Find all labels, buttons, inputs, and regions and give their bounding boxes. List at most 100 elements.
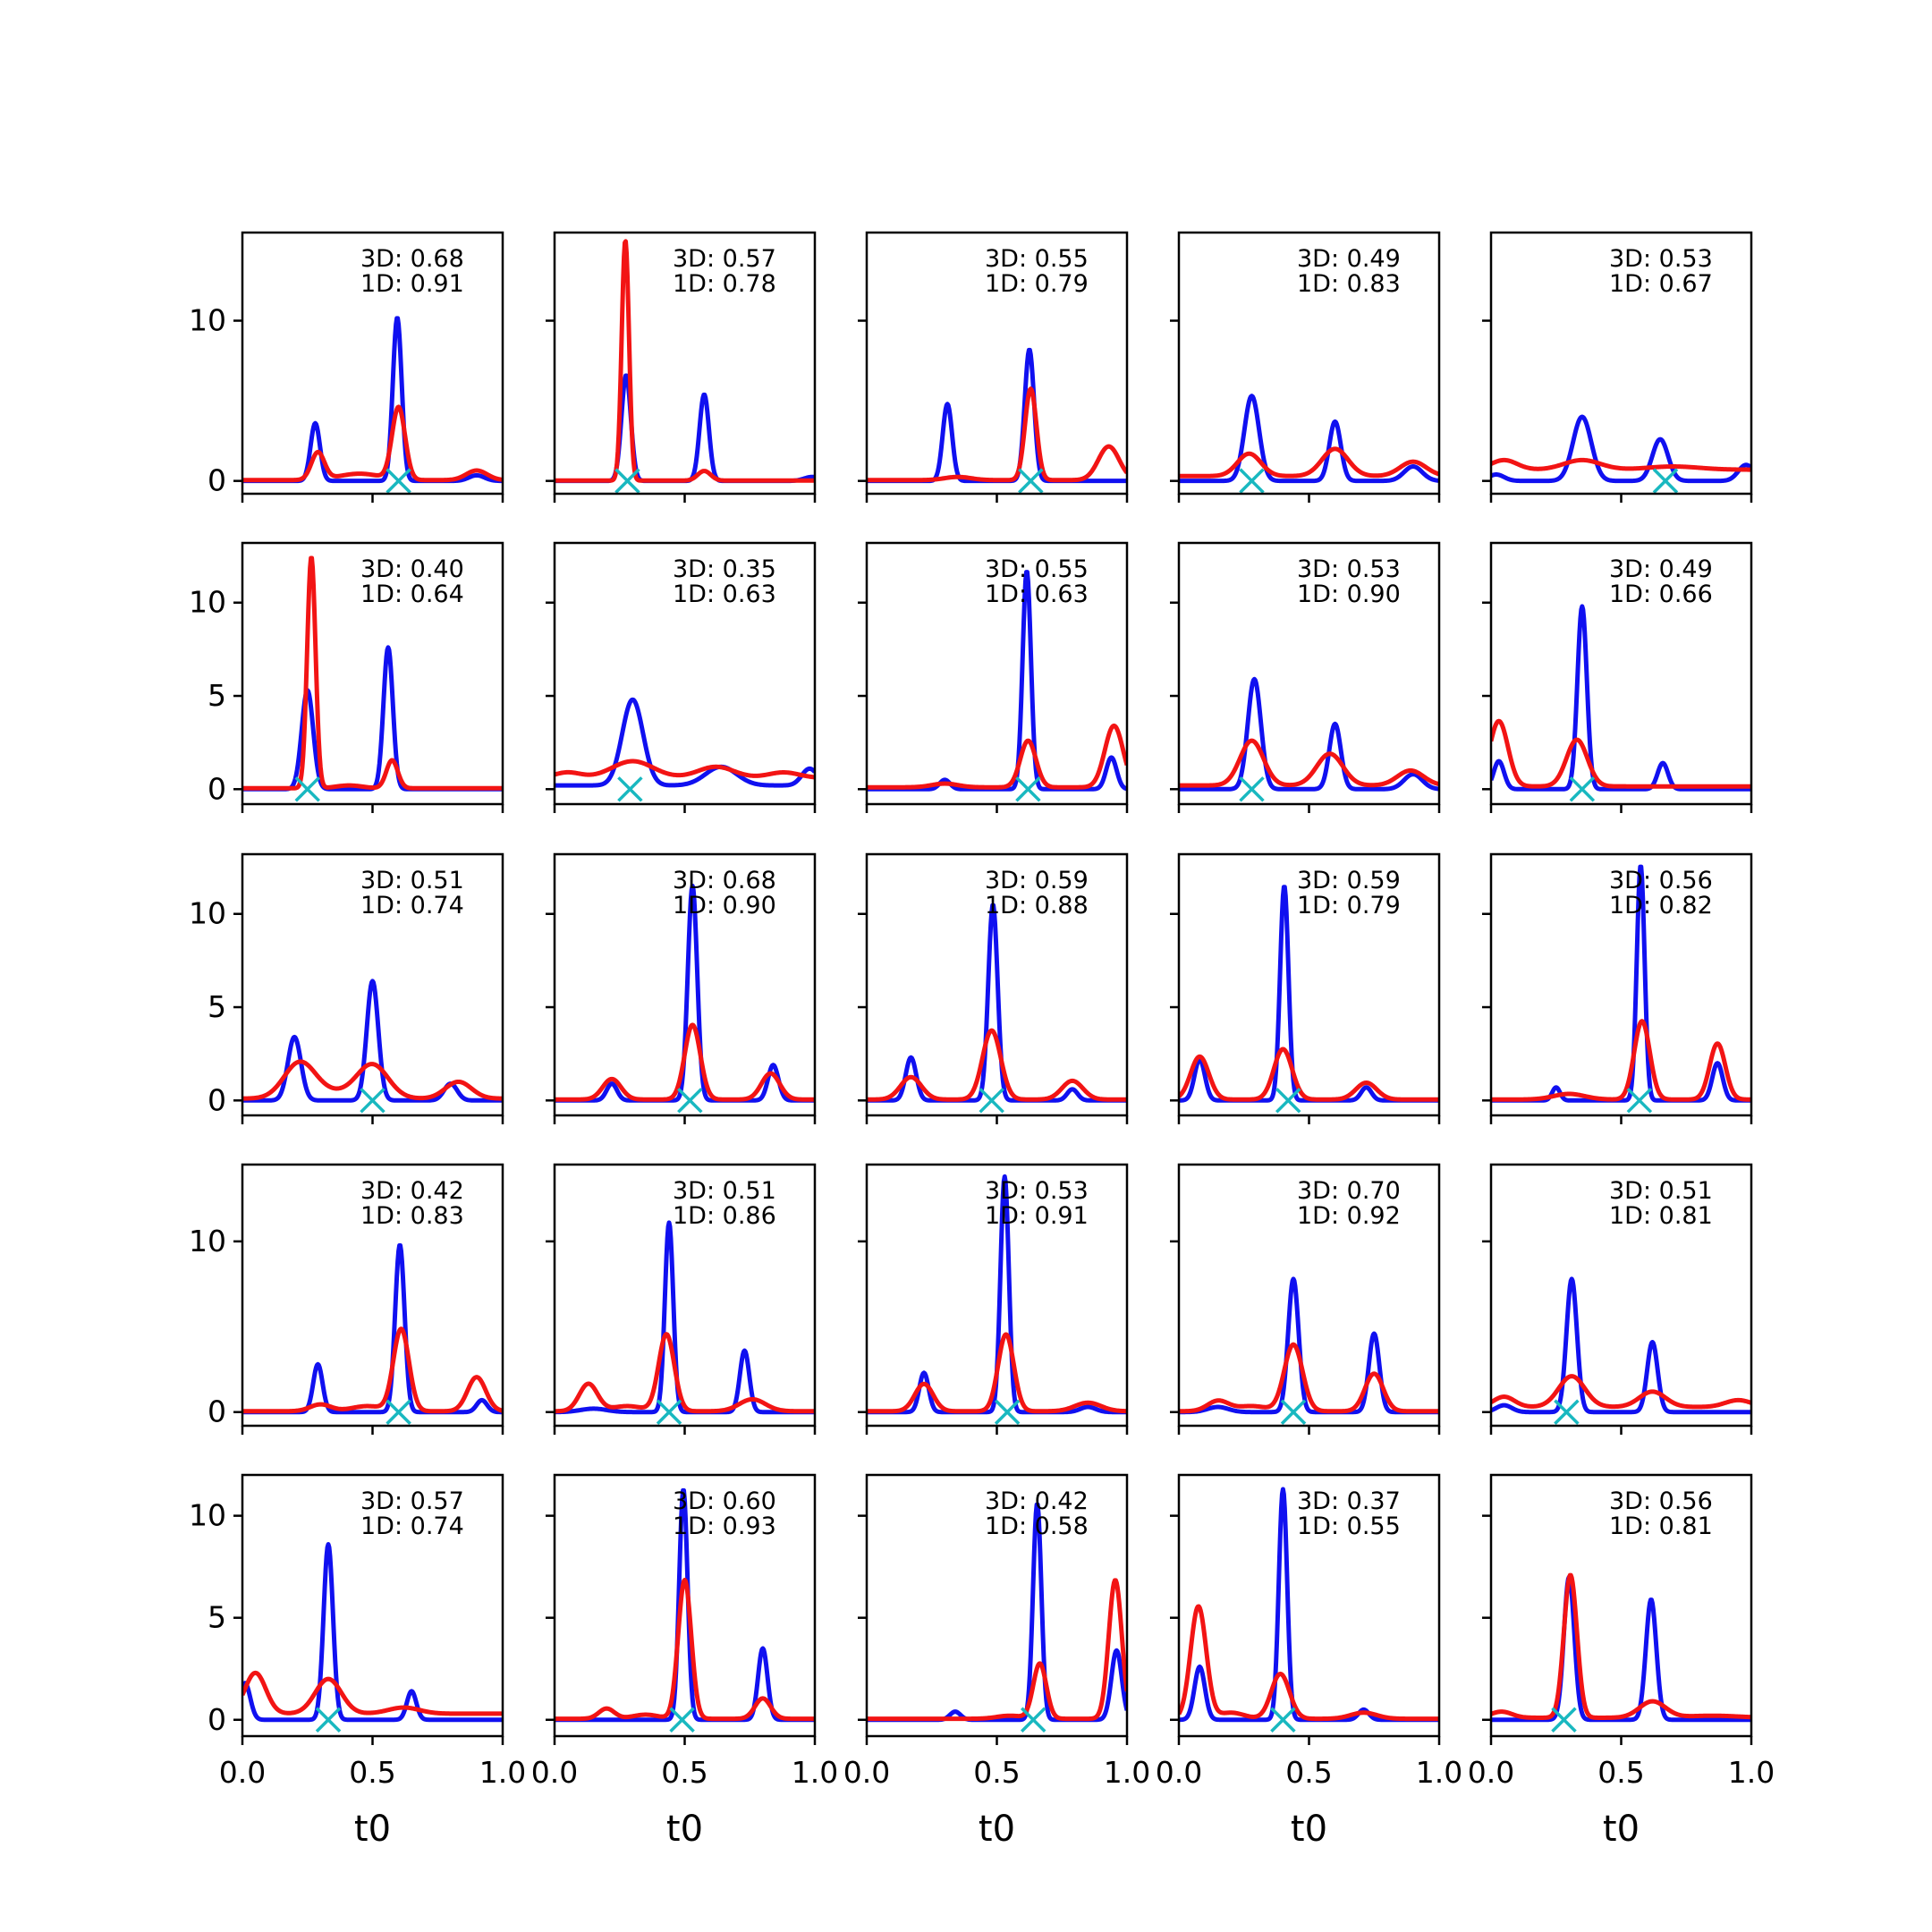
- score-annotation: 1D: 0.82: [1609, 892, 1713, 919]
- x-marker-stroke: [656, 1399, 682, 1425]
- y-tick-label: 10: [189, 1498, 226, 1533]
- score-annotation: 3D: 0.60: [673, 1487, 776, 1515]
- x-tick-label: 0.5: [1285, 1755, 1332, 1790]
- score-annotation: 1D: 0.88: [985, 892, 1089, 919]
- score-annotation: 1D: 0.92: [1297, 1202, 1401, 1230]
- x-marker: [1280, 1399, 1307, 1425]
- score-annotation: 3D: 0.56: [1609, 867, 1713, 894]
- score-annotation: 3D: 0.49: [1297, 245, 1401, 273]
- red-series-line: [555, 1022, 815, 1102]
- x-marker: [315, 1707, 342, 1733]
- y-tick-label: 10: [189, 896, 226, 931]
- red-series-line: [1179, 1046, 1439, 1102]
- red-series-line: [1491, 1374, 1751, 1410]
- x-tick-label: 1.0: [479, 1755, 526, 1790]
- red-series-line: [555, 758, 815, 780]
- score-annotation: 1D: 0.67: [1609, 270, 1713, 298]
- x-marker-stroke: [386, 468, 411, 494]
- x-tick-label: 0.5: [349, 1755, 395, 1790]
- x-tick-label: 0.0: [1468, 1755, 1514, 1790]
- blue-series-line: [1491, 604, 1751, 792]
- y-tick-label: 10: [189, 1224, 226, 1258]
- red-series-line: [1491, 457, 1751, 472]
- x-marker-stroke: [1270, 1707, 1296, 1733]
- score-annotation: 1D: 0.83: [1297, 270, 1401, 298]
- x-axis-label: t0: [354, 1809, 391, 1850]
- score-annotation: 1D: 0.91: [985, 1202, 1089, 1230]
- red-series-line: [867, 386, 1127, 483]
- x-tick-label: 1.0: [1728, 1755, 1775, 1790]
- x-marker-stroke: [669, 1707, 695, 1733]
- y-tick-label: 5: [208, 1600, 226, 1635]
- red-series-line: [867, 723, 1127, 790]
- score-annotation: 1D: 0.93: [673, 1513, 776, 1540]
- x-marker-stroke: [386, 1399, 411, 1425]
- x-axis-label: t0: [666, 1809, 703, 1850]
- x-marker-stroke: [294, 776, 320, 802]
- x-tick-label: 1.0: [1104, 1755, 1150, 1790]
- score-annotation: 1D: 0.90: [673, 892, 776, 919]
- score-annotation: 1D: 0.83: [360, 1202, 464, 1230]
- score-annotation: 3D: 0.51: [360, 867, 464, 894]
- y-tick-label: 0: [208, 1394, 226, 1429]
- score-annotation: 3D: 0.40: [360, 555, 464, 583]
- score-annotation: 3D: 0.57: [360, 1487, 464, 1515]
- score-annotation: 1D: 0.81: [1609, 1513, 1713, 1540]
- x-marker-stroke: [979, 1088, 1004, 1114]
- y-tick-label: 0: [208, 1082, 226, 1117]
- score-annotation: 3D: 0.68: [673, 867, 776, 894]
- blue-series-line: [1179, 1276, 1439, 1415]
- x-axis-label: t0: [979, 1809, 1015, 1850]
- x-marker-stroke: [1652, 468, 1679, 494]
- x-marker-stroke: [617, 776, 643, 802]
- red-series-line: [1179, 1604, 1439, 1722]
- score-annotation: 1D: 0.58: [985, 1513, 1089, 1540]
- x-marker-stroke: [1551, 1707, 1577, 1733]
- x-tick-label: 1.0: [1416, 1755, 1462, 1790]
- blue-series-line: [1491, 414, 1751, 484]
- x-axis-label: t0: [1603, 1809, 1640, 1850]
- x-marker-stroke: [315, 1707, 342, 1733]
- y-tick-label: 10: [189, 585, 226, 620]
- score-annotation: 1D: 0.79: [985, 270, 1089, 298]
- red-series-line: [867, 1028, 1127, 1102]
- score-annotation: 3D: 0.55: [985, 245, 1089, 273]
- red-series-line: [242, 1059, 503, 1101]
- score-annotation: 1D: 0.90: [1297, 580, 1401, 608]
- red-series-line: [555, 239, 815, 483]
- x-marker: [1551, 1707, 1577, 1733]
- score-annotation: 1D: 0.91: [360, 270, 464, 298]
- x-tick-label: 0.5: [973, 1755, 1020, 1790]
- x-marker-stroke: [1569, 776, 1596, 802]
- x-marker-stroke: [1554, 1399, 1580, 1425]
- x-marker-stroke: [1239, 468, 1265, 494]
- red-series-line: [1491, 718, 1751, 789]
- score-annotation: 3D: 0.59: [985, 867, 1089, 894]
- score-annotation: 1D: 0.78: [673, 270, 776, 298]
- blue-series-line: [1179, 676, 1439, 792]
- x-marker: [656, 1399, 682, 1425]
- y-tick-label: 10: [189, 303, 226, 338]
- score-annotation: 3D: 0.53: [1297, 555, 1401, 583]
- score-annotation: 3D: 0.70: [1297, 1177, 1401, 1205]
- red-series-line: [1179, 1342, 1439, 1414]
- red-series-line: [1179, 738, 1439, 788]
- x-axis-label: t0: [1291, 1809, 1327, 1850]
